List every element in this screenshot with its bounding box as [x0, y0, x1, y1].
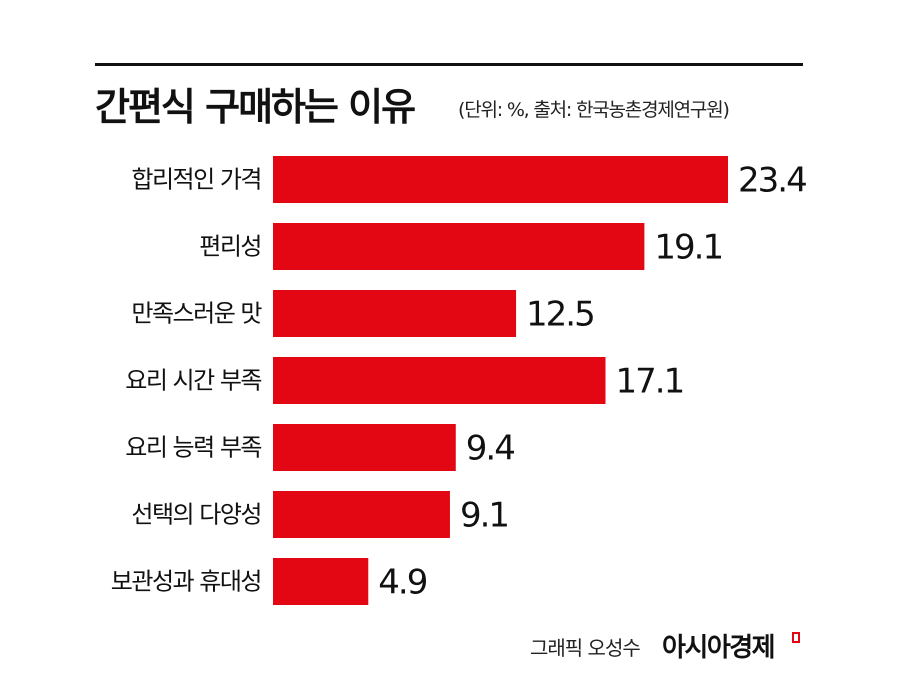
brand-mark-icon: [792, 632, 800, 643]
category-label: 요리 능력 부족: [125, 434, 261, 462]
bar: [273, 156, 728, 203]
bar: [273, 558, 369, 605]
graphic-credit: 그래픽 오성수: [530, 636, 641, 660]
chart-subtitle: (단위: %, 출처: 한국농촌경제연구원): [458, 99, 730, 121]
brand-logo-text: 아시아경제: [662, 633, 776, 663]
bar: [273, 357, 606, 404]
category-label: 합리적인 가격: [131, 166, 261, 194]
chart-title: 간편식 구매하는 이유: [95, 85, 416, 129]
category-label: 보관성과 휴대성: [111, 568, 261, 596]
category-label: 만족스러운 맛: [131, 300, 262, 328]
bar: [273, 223, 645, 270]
value-label: 19.1: [654, 228, 722, 268]
bar: [273, 290, 517, 337]
value-label: 9.4: [466, 429, 514, 469]
value-label: 23.4: [738, 161, 806, 201]
bar: [273, 491, 450, 538]
category-label: 편리성: [199, 233, 261, 261]
bar: [273, 424, 456, 471]
value-label: 9.1: [460, 496, 508, 536]
top-rule: [95, 63, 803, 66]
category-label: 요리 시간 부족: [125, 367, 261, 395]
category-label: 선택의 다양성: [131, 501, 261, 529]
value-label: 12.5: [526, 295, 594, 335]
value-label: 17.1: [616, 362, 684, 402]
value-label: 4.9: [378, 563, 426, 603]
